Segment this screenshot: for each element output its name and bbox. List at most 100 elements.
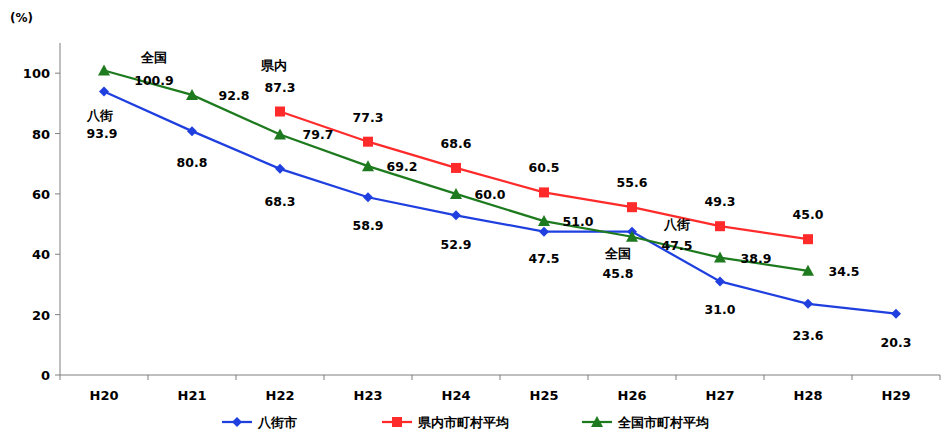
point-marker bbox=[275, 164, 285, 174]
point-marker bbox=[451, 210, 461, 220]
data-label: 69.2 bbox=[387, 159, 418, 174]
point-marker bbox=[802, 265, 814, 276]
data-label: 31.0 bbox=[705, 302, 736, 317]
y-tick-label: 0 bbox=[41, 368, 50, 383]
point-marker bbox=[891, 309, 901, 319]
data-label: 51.0 bbox=[563, 214, 594, 229]
point-marker bbox=[275, 107, 285, 117]
point-marker bbox=[626, 231, 638, 242]
x-tick bbox=[500, 375, 501, 380]
x-tick-label: H23 bbox=[354, 388, 383, 403]
data-label: 93.9 bbox=[87, 126, 118, 141]
y-tick bbox=[55, 193, 60, 194]
x-tick-label: H20 bbox=[90, 388, 119, 403]
legend: 八街市 県内市町村平均 全国市町村平均 bbox=[222, 415, 709, 430]
point-marker bbox=[274, 128, 286, 139]
annotation: 八街 bbox=[663, 217, 690, 232]
point-marker bbox=[714, 252, 726, 263]
data-label: 58.9 bbox=[353, 218, 384, 233]
x-tick-label: H29 bbox=[882, 388, 911, 403]
series-line bbox=[104, 92, 896, 314]
x-tick-label: H27 bbox=[706, 388, 735, 403]
data-label: 87.3 bbox=[265, 80, 296, 95]
data-label: 52.9 bbox=[441, 237, 472, 252]
point-marker bbox=[450, 188, 462, 199]
x-tick bbox=[412, 375, 413, 380]
legend-label: 全国市町村平均 bbox=[617, 415, 709, 430]
point-marker bbox=[715, 276, 725, 286]
x-tick bbox=[148, 375, 149, 380]
data-label: 60.5 bbox=[529, 160, 560, 175]
series-line bbox=[280, 112, 808, 240]
y-tick-label: 100 bbox=[23, 66, 50, 81]
x-tick-label: H24 bbox=[442, 388, 471, 403]
y-tick-label: 60 bbox=[32, 187, 50, 202]
y-tick-label: 80 bbox=[32, 127, 50, 142]
point-marker bbox=[539, 227, 549, 237]
x-tick bbox=[60, 375, 61, 380]
y-tick bbox=[55, 375, 60, 376]
x-tick-label: H28 bbox=[794, 388, 823, 403]
data-label: 20.3 bbox=[881, 335, 912, 350]
legend-label: 八街市 bbox=[257, 415, 297, 430]
annotation: 八街 bbox=[86, 108, 113, 123]
annotation: 全国 bbox=[140, 50, 167, 65]
legend-marker bbox=[591, 416, 603, 427]
x-tick-label: H25 bbox=[530, 388, 559, 403]
data-label: 34.5 bbox=[829, 264, 860, 279]
point-marker bbox=[363, 137, 373, 147]
data-label: 68.6 bbox=[441, 136, 472, 151]
data-label: 79.7 bbox=[303, 127, 334, 142]
point-marker bbox=[186, 89, 198, 100]
legend-label: 県内市町村平均 bbox=[417, 415, 509, 430]
y-tick-label: 40 bbox=[32, 247, 50, 262]
legend-marker bbox=[392, 417, 402, 427]
x-tick bbox=[324, 375, 325, 380]
annotation: 全国 bbox=[604, 246, 631, 261]
point-marker bbox=[627, 202, 637, 212]
chart: 0 20 40 60 80 100 (%) H20 H21 H22 H23 H24 H25 H26 H27 H… bbox=[0, 0, 947, 440]
point-marker bbox=[715, 221, 725, 231]
data-label: 68.3 bbox=[265, 194, 296, 209]
x-tick bbox=[236, 375, 237, 380]
y-axis-label: (%) bbox=[10, 11, 33, 25]
data-label: 38.9 bbox=[741, 251, 772, 266]
data-label: 92.8 bbox=[219, 88, 250, 103]
point-marker bbox=[539, 187, 549, 197]
point-marker bbox=[99, 87, 109, 97]
x-tick-label: H26 bbox=[618, 388, 647, 403]
series-line bbox=[104, 70, 808, 270]
point-marker bbox=[362, 160, 374, 171]
x-tick bbox=[940, 375, 941, 380]
y-tick-label: 20 bbox=[32, 308, 50, 323]
y-axis bbox=[60, 43, 61, 375]
data-label: 60.0 bbox=[475, 187, 506, 202]
point-marker bbox=[187, 126, 197, 136]
point-marker bbox=[803, 234, 813, 244]
x-tick bbox=[676, 375, 677, 380]
data-label: 47.5 bbox=[662, 238, 693, 253]
data-label: 45.8 bbox=[603, 266, 634, 281]
legend-marker bbox=[232, 417, 242, 427]
point-marker bbox=[538, 215, 550, 226]
point-marker bbox=[98, 64, 110, 75]
x-tick-label: H21 bbox=[178, 388, 207, 403]
annotation: 県内 bbox=[260, 58, 287, 73]
data-label: 45.0 bbox=[793, 207, 824, 222]
x-tick bbox=[588, 375, 589, 380]
x-tick bbox=[852, 375, 853, 380]
y-tick bbox=[55, 73, 60, 74]
y-tick bbox=[55, 133, 60, 134]
point-marker bbox=[803, 299, 813, 309]
data-label: 80.8 bbox=[177, 155, 208, 170]
x-tick-label: H22 bbox=[266, 388, 295, 403]
data-label: 100.9 bbox=[134, 73, 174, 88]
y-tick bbox=[55, 254, 60, 255]
point-marker bbox=[363, 192, 373, 202]
data-label: 49.3 bbox=[705, 194, 736, 209]
point-marker bbox=[451, 163, 461, 173]
data-label: 47.5 bbox=[529, 251, 560, 266]
data-label: 55.6 bbox=[617, 175, 648, 190]
data-label: 77.3 bbox=[353, 110, 384, 125]
y-tick bbox=[55, 314, 60, 315]
